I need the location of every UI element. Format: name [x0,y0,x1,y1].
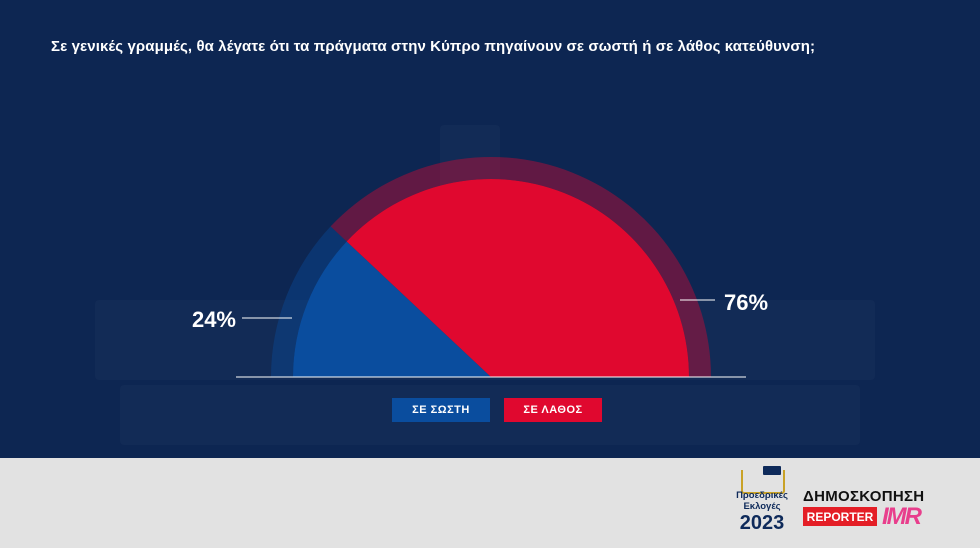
legend-label-correct: ΣΕ ΣΩΣΤΗ [412,404,470,416]
slice-ring-correct [271,226,347,377]
legend-item-correct: ΣΕ ΣΩΣΤΗ [392,398,490,422]
ballot-box-icon [741,466,785,494]
elections-logo-line2: Εκλογές [743,501,781,512]
half-donut-chart: 24% 76% [192,157,768,378]
value-label-correct: 24% [192,307,236,332]
reporter-logo: REPORTER [803,507,877,526]
slice-wrong [346,178,689,377]
imr-logo: IMR [882,503,922,530]
slice-correct [293,241,491,377]
value-label-wrong: 76% [724,290,768,315]
slice-ring-wrong [330,157,711,377]
chart-panel: Σε γενικές γραμμές, θα λέγατε ότι τα πρά… [0,0,980,458]
elections-logo-line1: Προεδρικές [736,490,788,501]
poll-label: ΔΗΜΟΣΚΟΠΗΣΗ [803,488,925,505]
legend-item-wrong: ΣΕ ΛΑΘΟΣ [504,398,602,422]
chart-title: Σε γενικές γραμμές, θα λέγατε ότι τα πρά… [51,38,816,55]
footer [0,458,980,548]
elections-2023-logo: Προεδρικές Εκλογές 2023 [732,466,792,540]
elections-logo-year: 2023 [739,512,785,534]
legend-label-wrong: ΣΕ ΛΑΘΟΣ [523,404,583,416]
